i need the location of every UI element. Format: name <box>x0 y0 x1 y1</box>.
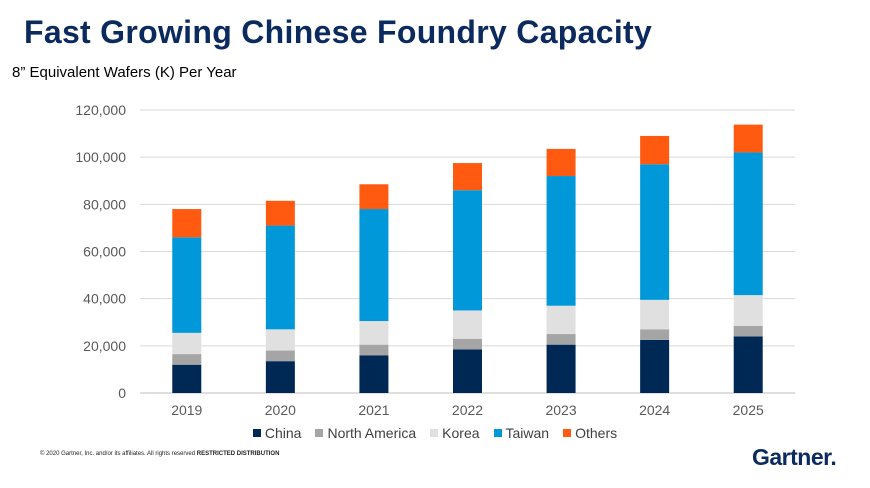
y-tick-label: 40,000 <box>83 291 126 307</box>
bar-segment-china <box>453 349 482 393</box>
bar-segment-others <box>546 148 576 177</box>
bar-segment-north-america <box>359 344 389 356</box>
legend-label: Taiwan <box>505 425 550 441</box>
legend-swatch <box>252 429 261 437</box>
x-tick-label: 2021 <box>358 402 389 418</box>
legend-item: China <box>252 425 302 441</box>
bar-segment-taiwan <box>546 176 576 306</box>
y-tick-label: 120,000 <box>75 102 126 118</box>
bar-segment-korea <box>453 310 482 339</box>
bar-segment-north-america <box>546 334 576 345</box>
bar-segment-korea <box>359 321 389 345</box>
bar-segment-north-america <box>640 329 670 340</box>
x-tick-label: 2024 <box>639 402 670 418</box>
chart-subtitle: 8” Equivalent Wafers (K) Per Year <box>12 64 237 81</box>
x-tick-label: 2022 <box>452 402 483 418</box>
bar-segment-north-america <box>172 354 202 365</box>
bar-segment-korea <box>172 332 202 355</box>
bar-segment-taiwan <box>265 225 295 330</box>
bar-segment-others <box>172 209 202 238</box>
bars <box>172 124 763 393</box>
x-tick-label: 2020 <box>265 402 296 418</box>
legend-item: Taiwan <box>493 425 550 441</box>
bar-segment-taiwan <box>733 152 763 296</box>
bar-segment-china <box>265 361 295 393</box>
bar-segment-korea <box>733 295 763 326</box>
bar-segment-china <box>172 364 202 393</box>
bar-segment-china <box>359 355 389 393</box>
y-tick-label: 80,000 <box>83 196 126 212</box>
bar-segment-others <box>453 163 482 191</box>
bar-segment-others <box>265 200 295 226</box>
y-tick-label: 0 <box>118 385 126 401</box>
bar-segment-others <box>640 135 670 165</box>
bar-segment-china <box>546 344 576 393</box>
legend-item: Korea <box>430 425 480 441</box>
bar-segment-north-america <box>265 350 295 362</box>
copyright-text: © 2020 Gartner, Inc. and/or its affiliat… <box>40 451 196 457</box>
page-title: Fast Growing Chinese Foundry Capacity <box>24 14 653 50</box>
bar-segment-taiwan <box>640 164 670 300</box>
bar-segment-china <box>733 336 763 393</box>
chart-legend: China North America Korea Taiwan Others <box>0 425 870 441</box>
bar-segment-korea <box>640 299 670 330</box>
y-tick-label: 100,000 <box>75 149 126 165</box>
restricted-label: RESTRICTED DISTRIBUTION <box>196 451 280 457</box>
legend-label: China <box>264 425 302 441</box>
bar-segment-others <box>359 184 389 210</box>
y-tick-label: 60,000 <box>83 244 126 260</box>
x-tick-label: 2023 <box>545 402 576 418</box>
logo-text: Gartner <box>752 444 831 470</box>
legend-swatch <box>493 429 502 437</box>
bar-segment-taiwan <box>359 209 389 322</box>
y-tick-label: 20,000 <box>83 338 126 354</box>
legend-label: North America <box>327 425 417 441</box>
legend-swatch <box>315 429 324 437</box>
bar-segment-china <box>640 339 670 393</box>
bar-segment-korea <box>265 329 295 351</box>
legend-label: Korea <box>442 425 480 441</box>
y-axis-ticks: 0 20,000 40,000 60,000 80,000 100,000 120,000 <box>75 102 126 401</box>
x-tick-label: 2025 <box>733 402 764 418</box>
legend-item: Others <box>563 425 617 441</box>
bar-segment-korea <box>546 305 576 335</box>
legend-label: Others <box>575 425 618 441</box>
bar-segment-north-america <box>733 325 763 337</box>
gartner-logo: Gartner. <box>752 444 837 470</box>
bar-segment-taiwan <box>453 190 482 311</box>
bar-segment-taiwan <box>172 237 202 333</box>
bar-segment-others <box>733 124 763 153</box>
legend-swatch <box>563 429 572 437</box>
copyright-footer: © 2020 Gartner, Inc. and/or its affiliat… <box>40 451 279 457</box>
bar-segment-north-america <box>453 338 482 350</box>
legend-swatch <box>430 429 439 437</box>
legend-item: North America <box>315 425 416 441</box>
x-axis-ticks: 2019 2020 2021 2022 2023 2024 2025 <box>171 402 764 418</box>
x-tick-label: 2019 <box>171 402 202 418</box>
